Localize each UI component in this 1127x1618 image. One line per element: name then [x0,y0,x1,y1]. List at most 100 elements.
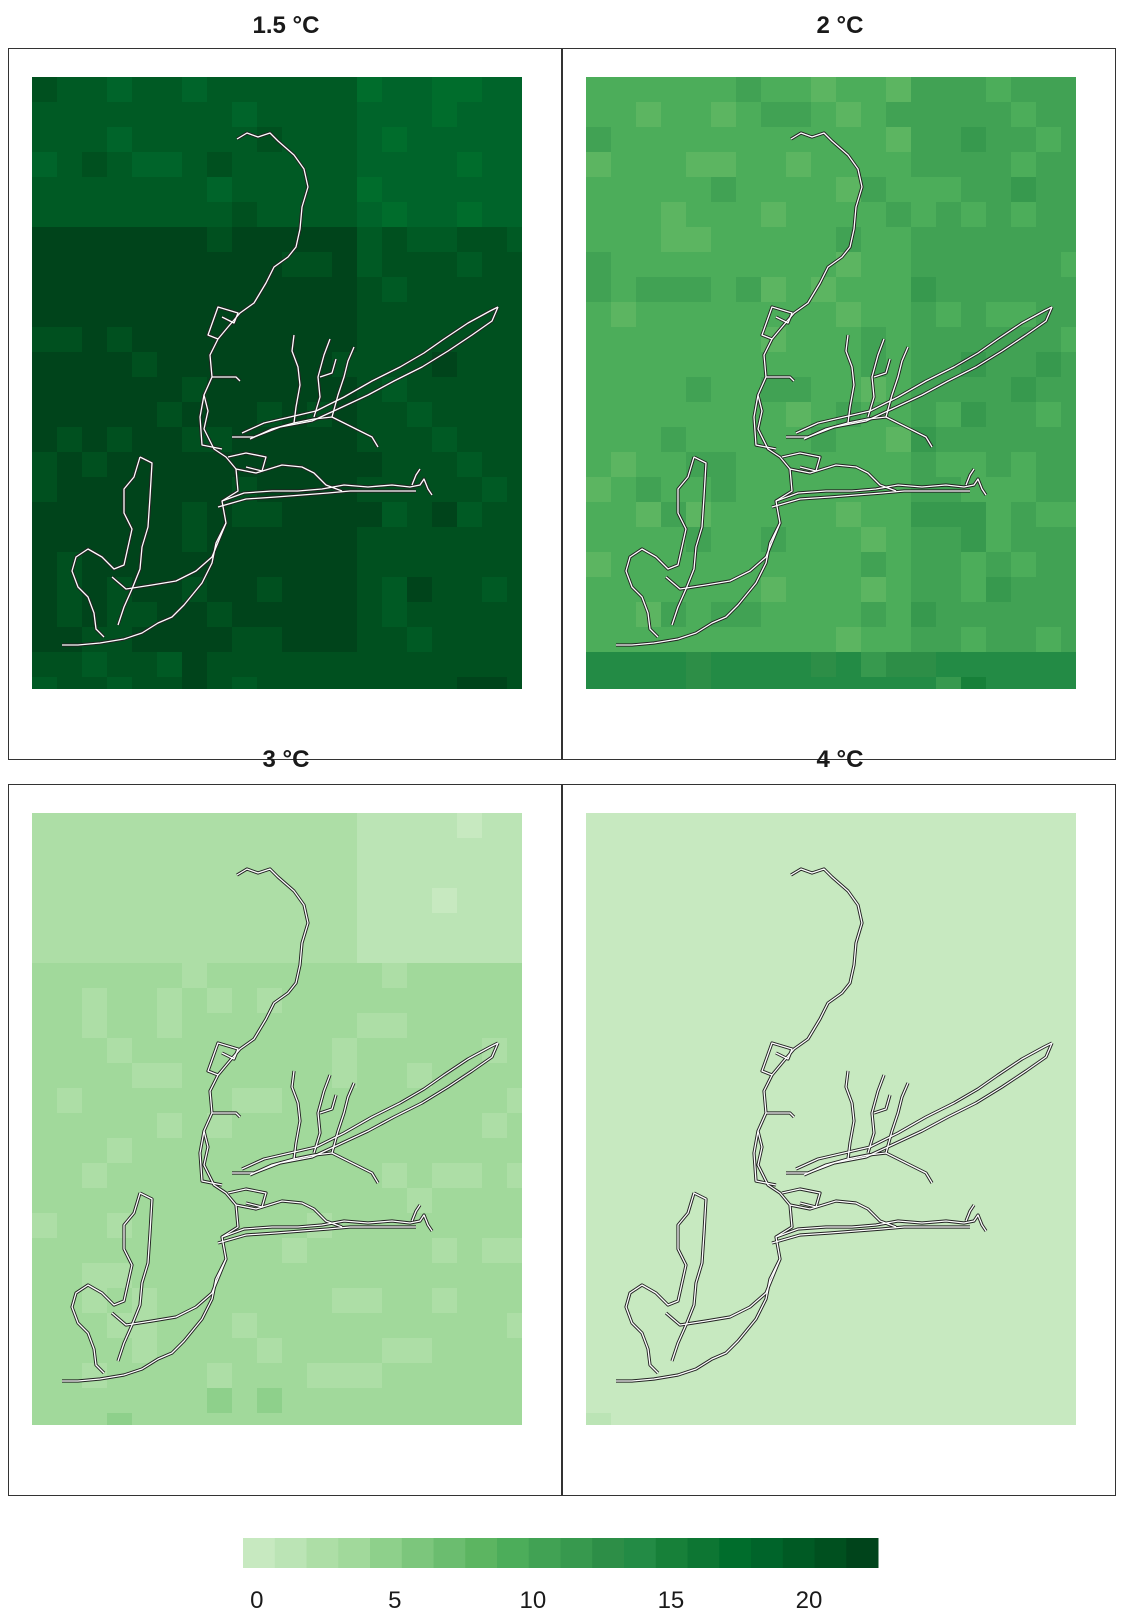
raster-cell [432,1388,458,1414]
raster-cell [182,913,208,939]
raster-cell [711,227,737,253]
raster-cell [207,152,233,178]
raster-cell [736,202,762,228]
raster-cell [786,252,812,278]
raster-cell [307,627,333,653]
map-panel [8,48,562,760]
raster-cell [132,1113,158,1139]
raster-cell [686,1063,712,1089]
raster-cell [1061,1288,1076,1314]
raster-cell [1061,77,1076,103]
raster-cell [661,1088,687,1114]
raster-cell [332,527,358,553]
raster-cell [711,938,737,964]
raster-cell [132,938,158,964]
raster-cell [711,1088,737,1114]
raster-cell [457,352,483,378]
raster-cell [507,988,522,1014]
raster-cell [661,1063,687,1089]
raster-cell [182,1038,208,1064]
raster-cell [432,813,458,839]
raster-cell [661,1388,687,1414]
raster-cell [936,838,962,864]
raster-cell [1061,1113,1076,1139]
raster-cell [586,252,612,278]
raster-cell [611,1363,637,1389]
raster-cell [761,963,787,989]
raster-cell [132,402,158,428]
raster-cell [1036,452,1062,478]
raster-cell [1061,327,1076,353]
raster-cell [711,452,737,478]
raster-cell [811,327,837,353]
raster-cell [836,552,862,578]
raster-cell [232,602,258,628]
raster-cell [911,1188,937,1214]
raster-cell [911,677,937,689]
raster-cell [332,888,358,914]
raster-cell [736,227,762,253]
raster-cell [811,1338,837,1364]
raster-cell [182,202,208,228]
raster-cell [157,1388,183,1414]
raster-cell [786,127,812,153]
river-line [771,1226,970,1244]
raster-cell [661,452,687,478]
raster-cell [107,813,133,839]
raster-cell [357,677,383,689]
raster-cell [482,863,508,889]
raster-cell [586,1138,612,1164]
raster-cell [661,327,687,353]
raster-cell [432,377,458,403]
raster-cell [986,1113,1012,1139]
raster-cell [861,1238,887,1264]
raster-cell [132,102,158,128]
raster-cell [611,1163,637,1189]
raster-cell [432,1113,458,1139]
raster-cell [332,152,358,178]
raster-cell [661,1113,687,1139]
river-line [665,522,781,590]
raster-cell [307,552,333,578]
raster-cell [407,177,433,203]
raster-cell [811,838,837,864]
raster-cell [961,1163,987,1189]
raster-cell [382,227,408,253]
raster-cell [586,913,612,939]
raster-cell [457,602,483,628]
river-line [885,1082,909,1154]
raster-cell [761,627,787,653]
colorbar-tick-label: 10 [520,1587,547,1614]
raster-cell [57,813,83,839]
raster-cell [57,1113,83,1139]
river-line [235,464,343,492]
raster-cell [636,863,662,889]
raster-cell [157,427,183,453]
raster-cell [232,1388,258,1414]
raster-cell [257,813,283,839]
river-line [117,1192,153,1362]
raster-cell [1011,202,1037,228]
raster-cell [457,1213,483,1239]
raster-cell [911,77,937,103]
raster-cell [482,1313,508,1339]
raster-cell [1011,1338,1037,1364]
raster-cell [786,102,812,128]
raster-cell [157,277,183,303]
raster-cell [911,577,937,603]
raster-cell [936,302,962,328]
raster-cell [82,477,108,503]
raster-cell [507,152,522,178]
raster-cell [207,577,233,603]
raster-cell [182,252,208,278]
raster-cell [936,863,962,889]
raster-cell [1036,1238,1062,1264]
raster-cell [961,127,987,153]
raster-cell [407,1338,433,1364]
raster-cell [507,377,522,403]
river-line [761,306,793,340]
raster-cell [836,1013,862,1039]
raster-cell [811,102,837,128]
raster-cell [711,377,737,403]
raster-cell [661,277,687,303]
